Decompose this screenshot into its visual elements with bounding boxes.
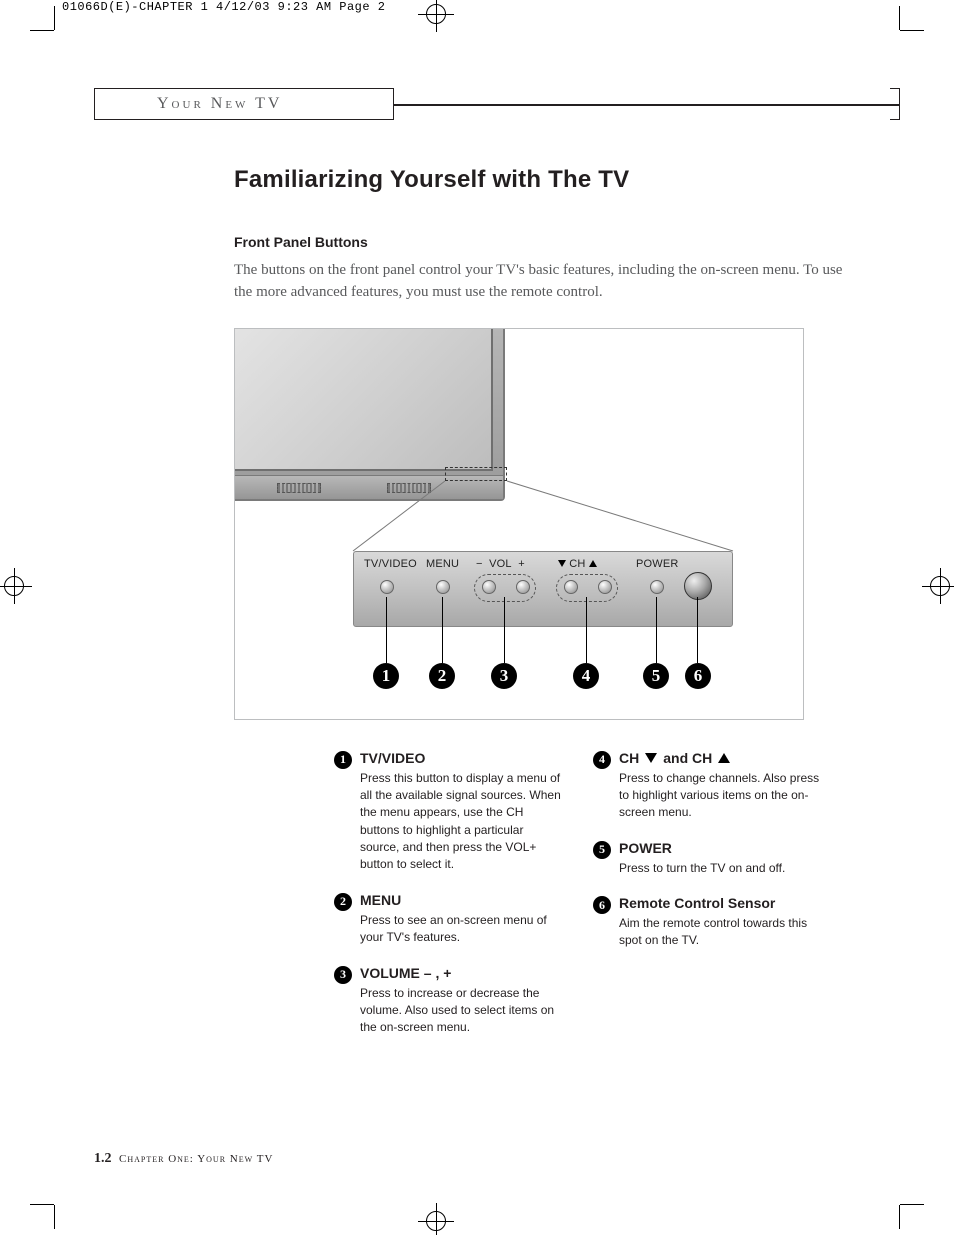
panel-btn-power [650, 580, 664, 594]
registration-mark-icon [922, 568, 954, 604]
content-area: Familiarizing Yourself with The TV Front… [234, 166, 850, 1055]
figure-badge-3: 3 [491, 663, 517, 689]
crop-mark [54, 1205, 55, 1229]
panel-label-power: POWER [636, 558, 679, 570]
crop-mark [899, 6, 900, 30]
item-badge: 5 [593, 841, 611, 859]
item-2: 2 MENU Press to see an on-screen menu of… [334, 892, 565, 947]
item-columns: 1 TV/VIDEO Press this button to display … [334, 750, 824, 1055]
panel-btn-ch-down [564, 580, 578, 594]
item-body: Aim the remote control towards this spot… [619, 915, 824, 950]
speaker-slot-icon [277, 483, 321, 493]
item-body: Press to increase or decrease the volume… [360, 985, 565, 1037]
crop-mark [900, 30, 924, 31]
figure-frame: TV/VIDEO MENU − VOL + CH POWER [234, 328, 804, 720]
tv-screen [234, 328, 493, 471]
intro-paragraph: The buttons on the front panel control y… [234, 260, 850, 304]
item-title: CH and CH [619, 750, 824, 766]
panel-btn-vol-minus [482, 580, 496, 594]
crop-mark [900, 1204, 924, 1205]
item-1: 1 TV/VIDEO Press this button to display … [334, 750, 565, 874]
section-header-label: Your New TV [157, 95, 282, 113]
callout-rect [445, 467, 507, 481]
triangle-down-icon [558, 560, 566, 567]
figure-badge-row: 1 2 3 4 5 6 [353, 663, 733, 699]
panel-label-tvvideo: TV/VIDEO [364, 558, 417, 570]
page-number: 1.2 [94, 1151, 112, 1166]
page: Your New TV Familiarizing Yourself with … [54, 30, 900, 1205]
figure-badge-2: 2 [429, 663, 455, 689]
item-body: Press this button to display a menu of a… [360, 770, 565, 874]
item-body: Press to change channels. Also press to … [619, 770, 824, 822]
triangle-down-icon [645, 753, 657, 763]
registration-mark-icon [418, 1203, 454, 1235]
registration-mark-icon [418, 0, 454, 32]
section-header-rule [394, 104, 900, 106]
figure-badge-1: 1 [373, 663, 399, 689]
figure-badge-4: 4 [573, 663, 599, 689]
crop-mark [54, 6, 55, 30]
panel-btn-tvvideo [380, 580, 394, 594]
leader-line [442, 597, 443, 663]
item-badge: 1 [334, 751, 352, 769]
figure-badge-5: 5 [643, 663, 669, 689]
item-body: Press to turn the TV on and off. [619, 860, 824, 877]
panel-btn-ch-up [598, 580, 612, 594]
item-title: TV/VIDEO [360, 750, 565, 766]
leader-line [586, 597, 587, 663]
leader-line [504, 597, 505, 663]
control-panel: TV/VIDEO MENU − VOL + CH POWER [353, 551, 733, 627]
figure-badge-6: 6 [685, 663, 711, 689]
panel-label-vol: − VOL + [476, 558, 525, 570]
item-title: VOLUME – , + [360, 965, 565, 981]
item-6: 6 Remote Control Sensor Aim the remote c… [593, 895, 824, 950]
crop-mark [30, 1204, 54, 1205]
item-col-right: 4 CH and CH Press to change channels. Al… [593, 750, 824, 1055]
item-title: MENU [360, 892, 565, 908]
item-4: 4 CH and CH Press to change channels. Al… [593, 750, 824, 822]
leader-line [386, 597, 387, 663]
item-body: Press to see an on-screen menu of your T… [360, 912, 565, 947]
leader-line [656, 597, 657, 663]
page-footer: 1.2 Chapter One: Your New TV [94, 1151, 273, 1167]
item-title: POWER [619, 840, 824, 856]
page-edge-tick [890, 88, 900, 120]
item-badge: 2 [334, 893, 352, 911]
print-slug: 01066D(E)-CHAPTER 1 4/12/03 9:23 AM Page… [62, 0, 385, 14]
item-badge: 4 [593, 751, 611, 769]
triangle-up-icon [718, 753, 730, 763]
panel-btn-vol-plus [516, 580, 530, 594]
item-badge: 3 [334, 966, 352, 984]
leader-line [697, 597, 698, 663]
panel-remote-sensor [684, 572, 712, 600]
registration-mark-icon [0, 568, 32, 604]
speaker-slot-icon [387, 483, 431, 493]
triangle-up-icon [589, 560, 597, 567]
panel-label-ch: CH [558, 558, 597, 570]
panel-label-menu: MENU [426, 558, 459, 570]
subsection-title: Front Panel Buttons [234, 234, 850, 250]
item-5: 5 POWER Press to turn the TV on and off. [593, 840, 824, 877]
item-col-left: 1 TV/VIDEO Press this button to display … [334, 750, 565, 1055]
footer-text: Chapter One: Your New TV [119, 1153, 273, 1165]
item-badge: 6 [593, 896, 611, 914]
section-header-box: Your New TV [94, 88, 394, 120]
panel-btn-menu [436, 580, 450, 594]
crop-mark [30, 30, 54, 31]
item-3: 3 VOLUME – , + Press to increase or decr… [334, 965, 565, 1037]
page-title: Familiarizing Yourself with The TV [234, 166, 850, 194]
item-title: Remote Control Sensor [619, 895, 824, 911]
crop-mark [899, 1205, 900, 1229]
